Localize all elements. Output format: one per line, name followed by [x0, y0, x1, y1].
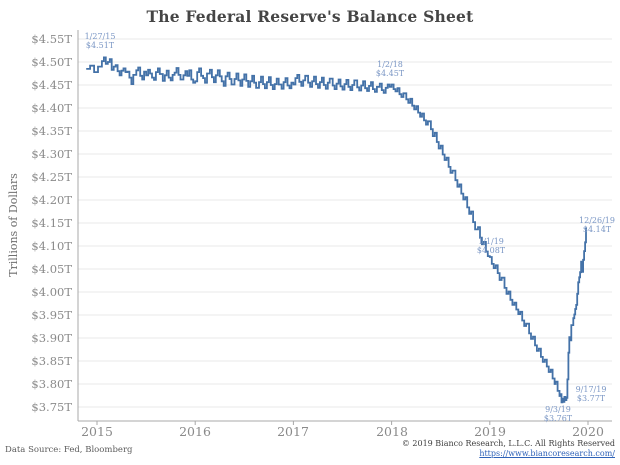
x-tick-label: 2016: [179, 424, 211, 439]
copyright-text: © 2019 Bianco Research, L.L.C. All Right…: [401, 439, 615, 448]
y-tick-label: $4.30T: [31, 147, 72, 161]
y-tick-label: $4.40T: [31, 101, 72, 115]
balance-sheet-line: [86, 56, 587, 404]
y-tick-label: $4.10T: [31, 239, 72, 253]
y-tick-label: $4.45T: [31, 78, 72, 92]
annotation: 12/26/19 $4.14T: [574, 216, 620, 234]
x-tick-label: 2020: [572, 424, 604, 439]
x-tick-label: 2017: [277, 424, 309, 439]
annotation-line: 9/17/19: [575, 385, 607, 394]
y-tick-label: $4.50T: [31, 55, 72, 69]
annotation: 1/27/15 $4.51T: [77, 32, 123, 50]
y-tick-label: $3.80T: [31, 377, 72, 391]
annotation-line: 12/26/19: [579, 216, 615, 225]
annotation-line: 1/1/19: [478, 237, 504, 246]
y-tick-label: $4.15T: [31, 216, 72, 230]
annotation: 9/3/19 $3.76T: [535, 405, 581, 423]
annotation-line: $3.76T: [543, 413, 573, 423]
y-tick-label: $3.90T: [31, 331, 72, 345]
annotation-line: 9/3/19: [545, 405, 571, 414]
biancoresearch-link[interactable]: https://www.biancoresearch.com/: [479, 448, 615, 458]
chart-title: The Federal Reserve's Balance Sheet: [146, 7, 474, 26]
y-tick-label: $4.35T: [31, 124, 72, 138]
annotation-line: 1/2/18: [377, 60, 403, 69]
data-source-note: Data Source: Fed, Bloomberg: [5, 445, 133, 455]
y-tick-label: $3.75T: [31, 400, 72, 414]
annotation: 1/2/18 $4.45T: [367, 60, 413, 78]
annotation-line: $4.45T: [375, 68, 405, 78]
y-tick-label: $4.55T: [31, 32, 72, 46]
annotation-line: 1/27/15: [84, 32, 116, 41]
annotation-line: $4.08T: [476, 245, 506, 255]
x-tick-label: 2015: [81, 424, 113, 439]
annotation: 9/17/19 $3.77T: [568, 385, 614, 403]
annotation-line: $4.51T: [85, 40, 115, 50]
y-tick-label: $4.00T: [31, 285, 72, 299]
annotation-line: $3.77T: [576, 393, 606, 403]
y-tick-label: $3.85T: [31, 354, 72, 368]
x-tick-label: 2019: [474, 424, 506, 439]
y-tick-label: $4.25T: [31, 170, 72, 184]
annotation-line: $4.14T: [582, 224, 612, 234]
footer-credits: © 2019 Bianco Research, L.L.C. All Right…: [295, 439, 615, 458]
y-tick-label: $3.95T: [31, 308, 72, 322]
y-tick-label: $4.20T: [31, 193, 72, 207]
x-tick-label: 2018: [376, 424, 408, 439]
annotation: 1/1/19 $4.08T: [468, 237, 514, 255]
y-tick-label: $4.05T: [31, 262, 72, 276]
